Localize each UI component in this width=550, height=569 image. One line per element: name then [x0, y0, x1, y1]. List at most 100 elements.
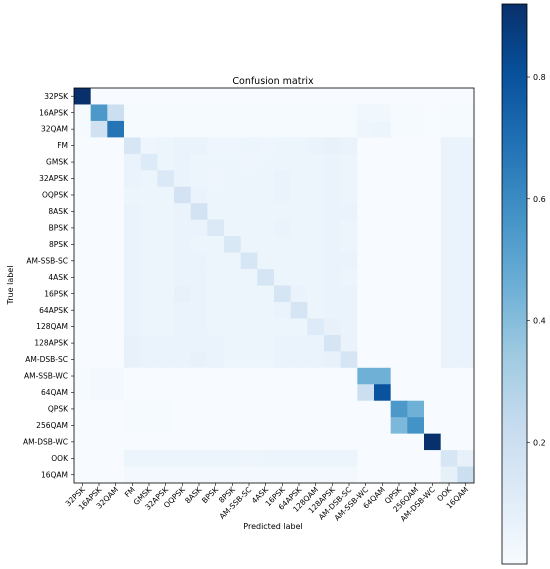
heatmap-cell [174, 170, 192, 188]
heatmap-cell [307, 186, 325, 204]
heatmap-cell [190, 269, 208, 286]
heatmap-cell [207, 104, 225, 122]
heatmap-cell [207, 219, 225, 237]
heatmap-cell [90, 417, 108, 435]
heatmap-cell [307, 301, 325, 319]
heatmap-cell [107, 417, 125, 435]
heatmap-cell [407, 269, 425, 286]
heatmap-cell [340, 88, 358, 105]
heatmap-cell [124, 433, 142, 451]
heatmap-cell [357, 285, 375, 303]
heatmap-cell [307, 417, 325, 435]
heatmap-cell [407, 252, 425, 270]
heatmap-cell [274, 334, 292, 352]
heatmap-cell [340, 450, 358, 467]
heatmap-cell [324, 450, 342, 467]
heatmap-cell [74, 417, 92, 435]
heatmap-cell [440, 252, 458, 270]
heatmap-cell [407, 137, 425, 155]
heatmap-cell [90, 137, 108, 155]
heatmap-cell [74, 236, 92, 253]
heatmap-cell [224, 301, 242, 319]
heatmap-cell [324, 170, 342, 188]
heatmap-cell [174, 285, 192, 303]
heatmap-cell [357, 120, 375, 138]
heatmap-cell [224, 334, 242, 352]
heatmap-cell [290, 219, 308, 237]
heatmap-cell [307, 252, 325, 270]
heatmap-cell [324, 252, 342, 270]
heatmap-cell [340, 351, 358, 369]
heatmap-cell [90, 285, 108, 303]
heatmap-cell [90, 351, 108, 369]
heatmap-cell [140, 203, 158, 221]
heatmap-cell [457, 334, 475, 352]
heatmap-cell [207, 433, 225, 451]
heatmap-cell [274, 450, 292, 467]
chart-title: Confusion matrix [232, 76, 314, 87]
heatmap-cell [307, 400, 325, 418]
heatmap-cell [224, 120, 242, 138]
heatmap-cell [74, 219, 92, 237]
heatmap-cell [407, 104, 425, 122]
heatmap-cell [224, 219, 242, 237]
heatmap-cell [290, 120, 308, 138]
y-tick-label: AM-DSB-SC [25, 355, 68, 364]
heatmap-cell [207, 285, 225, 303]
heatmap-cell [157, 269, 175, 286]
heatmap-cell [274, 384, 292, 402]
heatmap-cell [440, 433, 458, 451]
heatmap-cell [290, 269, 308, 286]
heatmap-cell [157, 137, 175, 155]
heatmap-cell [207, 88, 225, 105]
heatmap-cell [274, 219, 292, 237]
heatmap-cell [324, 153, 342, 171]
heatmap-cell [407, 285, 425, 303]
heatmap-cell [440, 450, 458, 467]
heatmap-cell [324, 137, 342, 155]
heatmap-cell [290, 318, 308, 336]
heatmap-cell [374, 301, 392, 319]
heatmap-cell [290, 88, 308, 105]
heatmap-cell [457, 301, 475, 319]
heatmap-cell [424, 417, 442, 435]
heatmap-cell [274, 104, 292, 122]
heatmap-cell [307, 170, 325, 188]
heatmap-cell [224, 466, 242, 484]
heatmap-cell [457, 203, 475, 221]
heatmap-cell [257, 384, 275, 402]
heatmap-cell [374, 203, 392, 221]
heatmap-cell [440, 301, 458, 319]
heatmap-cell [424, 351, 442, 369]
heatmap-cell [307, 285, 325, 303]
heatmap-cell [240, 252, 258, 270]
heatmap-cell [440, 186, 458, 204]
heatmap-cell [340, 318, 358, 336]
heatmap-cell [207, 466, 225, 484]
y-tick-label: AM-SSB-WC [24, 372, 68, 381]
heatmap-cell [257, 351, 275, 369]
heatmap-cell [190, 466, 208, 484]
heatmap-cell [207, 153, 225, 171]
heatmap-cell [207, 137, 225, 155]
y-tick-label: 16APSK [39, 108, 69, 117]
heatmap-cell [107, 351, 125, 369]
heatmap-cell [374, 252, 392, 270]
heatmap-cell [74, 104, 92, 122]
heatmap-cell [174, 417, 192, 435]
heatmap-cell [424, 186, 442, 204]
y-tick-label: 8PSK [49, 240, 69, 249]
heatmap-cell [440, 137, 458, 155]
heatmap-cell [124, 318, 142, 336]
heatmap-cell [107, 466, 125, 484]
heatmap-cell [257, 301, 275, 319]
y-tick-label: 256QAM [36, 421, 68, 430]
heatmap-cell [224, 367, 242, 385]
heatmap-cell [440, 384, 458, 402]
heatmap-cell [374, 433, 392, 451]
heatmap-cell [424, 170, 442, 188]
heatmap-cell [90, 170, 108, 188]
heatmap-cell [74, 170, 92, 188]
heatmap-cell [357, 269, 375, 286]
y-tick-label: OQPSK [42, 191, 69, 200]
